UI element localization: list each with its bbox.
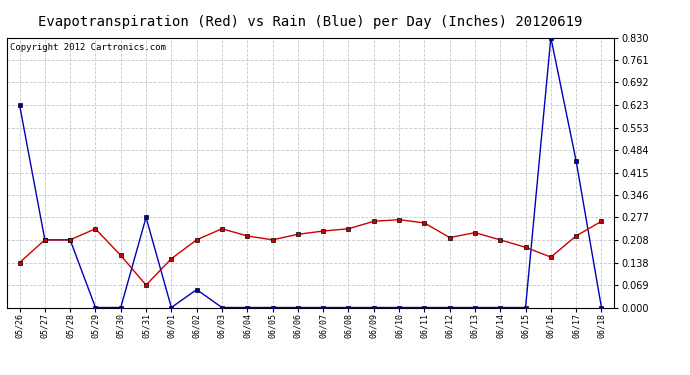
- Text: Evapotranspiration (Red) vs Rain (Blue) per Day (Inches) 20120619: Evapotranspiration (Red) vs Rain (Blue) …: [39, 15, 582, 29]
- Text: Copyright 2012 Cartronics.com: Copyright 2012 Cartronics.com: [10, 43, 166, 52]
